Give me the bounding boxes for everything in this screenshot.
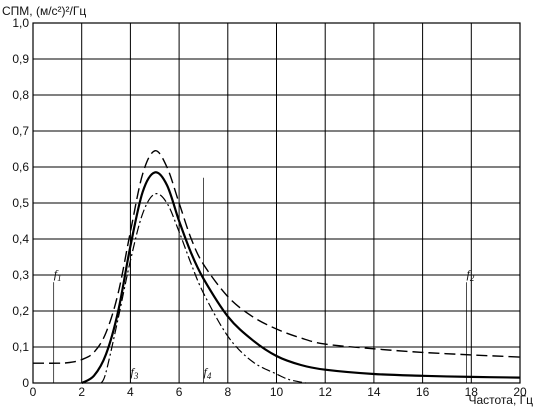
x-tick-label: 0: [30, 385, 37, 399]
marker-label-f4: f4: [204, 365, 212, 381]
y-axis-title: СПМ, (м/с²)²/Гц: [2, 4, 86, 18]
y-tick-label: 0,2: [12, 304, 29, 318]
x-tick-label: 8: [224, 385, 231, 399]
x-tick-label: 4: [127, 385, 134, 399]
y-tick-label: 1,0: [12, 16, 29, 30]
y-tick-label: 0,8: [12, 88, 29, 102]
y-tick-label: 0,7: [12, 124, 29, 138]
plot-frame: [32, 22, 521, 384]
x-tick-label: 10: [270, 385, 284, 399]
x-tick-label: 16: [416, 385, 430, 399]
x-tick-label: 2: [78, 385, 85, 399]
y-tick-label: 0,4: [12, 232, 29, 246]
y-tick-label: 0,6: [12, 160, 29, 174]
y-tick-label: 0,3: [12, 268, 29, 282]
marker-label-f1: f1: [54, 267, 62, 283]
series-line-dash-dot: [100, 193, 306, 384]
x-tick-label: 14: [367, 385, 381, 399]
frequency-markers: f1 f2 f3 f4: [53, 177, 475, 383]
x-tick-label: 20: [513, 385, 527, 399]
series-line-solid: [81, 171, 521, 384]
y-tick-label: 0,9: [12, 52, 29, 66]
series-line-dashed: [32, 150, 521, 364]
y-tick-labels: 0 0,1 0,2 0,3 0,4 0,5 0,6 0,7 0,8 0,9 1,0: [12, 16, 29, 390]
x-axis-title: Частота, Гц: [468, 393, 533, 407]
x-tick-label: 6: [176, 385, 183, 399]
x-tick-labels: 0 2 4 6 8 10 12 14 16 18 20: [30, 385, 527, 399]
y-tick-label: 0,5: [12, 196, 29, 210]
y-tick-label: 0: [22, 376, 29, 390]
y-tick-label: 0,1: [12, 340, 29, 354]
series-lines: [32, 150, 521, 384]
x-tick-label: 12: [319, 385, 333, 399]
x-tick-label: 18: [465, 385, 479, 399]
marker-label-f2: f2: [467, 267, 475, 283]
marker-label-f3: f3: [130, 365, 138, 381]
grid: [33, 23, 520, 383]
